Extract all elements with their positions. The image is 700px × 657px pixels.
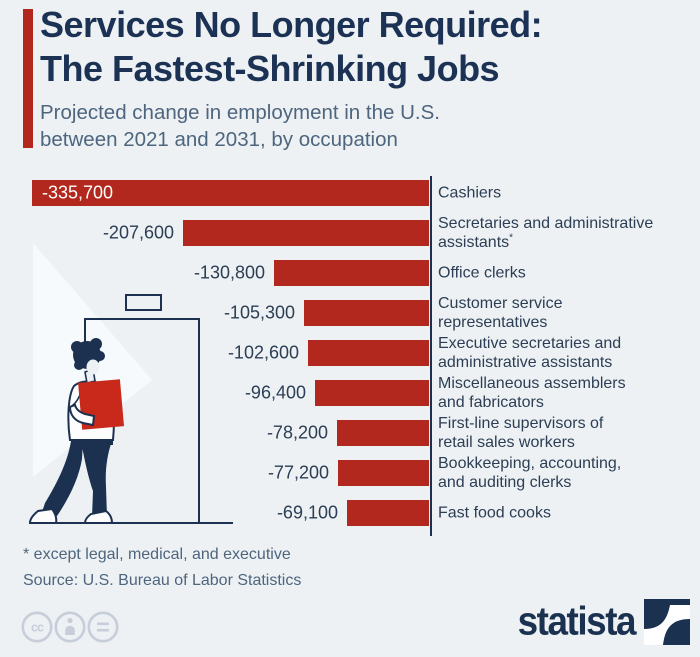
category-label-line: Office clerks bbox=[438, 264, 526, 282]
license-icons: cc bbox=[21, 611, 119, 643]
bar-chart: -335,700 Cashiers -207,600 Secretaries and … bbox=[32, 173, 692, 536]
category-label-line: Executive secretaries and bbox=[438, 335, 622, 352]
axis-baseline bbox=[430, 176, 432, 536]
person-face bbox=[86, 359, 100, 375]
bar bbox=[338, 460, 429, 486]
category-label-line: Bookkeeping, accounting, bbox=[438, 455, 622, 472]
bar bbox=[315, 380, 429, 406]
bar-value-label: -130,800 bbox=[193, 262, 265, 283]
person-back-shoe bbox=[28, 507, 58, 524]
category-label-line: Fast food cooks bbox=[438, 504, 551, 522]
category-label-line: retail sales workers bbox=[438, 434, 575, 451]
person-front-shoe bbox=[83, 509, 114, 524]
category-label-line: Cashiers bbox=[438, 184, 502, 202]
page-title: Services No Longer Required: The Fastest… bbox=[40, 3, 543, 91]
category-label: First-line supervisors of retail sales wo… bbox=[438, 414, 688, 452]
title-line-2: The Fastest-Shrinking Jobs bbox=[40, 48, 500, 89]
person-forearm bbox=[68, 403, 96, 427]
category-label-line: First-line supervisors of bbox=[438, 415, 604, 432]
category-label-line: representatives bbox=[438, 314, 548, 331]
category-label-line: assistants* bbox=[438, 232, 513, 251]
category-label-line: Secretaries and administrative bbox=[438, 215, 654, 232]
category-label-line: Miscellaneous assemblers bbox=[438, 375, 626, 392]
bar-value-label: -96,400 bbox=[244, 382, 306, 403]
category-label: Secretaries and administrative assistants… bbox=[438, 214, 688, 252]
category-label: Executive secretaries and administrative … bbox=[438, 334, 688, 372]
category-label-line: and fabricators bbox=[438, 394, 544, 411]
footer-notes: * except legal, medical, and executive S… bbox=[23, 542, 301, 594]
source-line: Source: U.S. Bureau of Labor Statistics bbox=[23, 572, 302, 589]
bar bbox=[337, 420, 429, 446]
no-derivatives-icon[interactable] bbox=[87, 611, 119, 643]
attribution-icon[interactable] bbox=[54, 611, 86, 643]
bar-area: -105,300 bbox=[32, 293, 429, 333]
bar bbox=[308, 340, 429, 366]
bar-row: -96,400 Miscellaneous assemblers and fabri… bbox=[32, 373, 692, 413]
statista-logo-mark bbox=[644, 599, 690, 645]
bar-area: -335,700 bbox=[32, 173, 429, 213]
title-accent-bar bbox=[23, 9, 33, 148]
exit-sign bbox=[125, 294, 162, 311]
bar-value-label: -335,700 bbox=[42, 182, 114, 203]
category-label: Customer service representatives bbox=[438, 294, 688, 332]
bar-area: -102,600 bbox=[32, 333, 429, 373]
category-label: Fast food cooks bbox=[438, 504, 688, 523]
title-line-1: Services No Longer Required: bbox=[40, 4, 543, 45]
person-front-leg bbox=[81, 441, 112, 517]
bar-row: -105,300 Customer service representatives bbox=[32, 293, 692, 333]
footnote-marker: * bbox=[509, 232, 513, 244]
statista-logo[interactable]: statista bbox=[514, 599, 690, 645]
svg-text:cc: cc bbox=[31, 621, 44, 635]
category-label: Cashiers bbox=[438, 184, 688, 203]
bar-value-label: -78,200 bbox=[266, 422, 328, 443]
bar-row: -130,800 Office clerks bbox=[32, 253, 692, 293]
bar-value-label: -77,200 bbox=[267, 462, 329, 483]
category-label: Bookkeeping, accounting, and auditing cle… bbox=[438, 454, 688, 492]
cc-license-icon[interactable]: cc bbox=[21, 611, 53, 643]
person-back-leg bbox=[42, 441, 83, 516]
bar-value-label: -69,100 bbox=[276, 502, 338, 523]
bar-area: -207,600 bbox=[32, 213, 429, 253]
bar-area: -77,200 bbox=[32, 453, 429, 493]
bar-value-label: -105,300 bbox=[223, 302, 295, 323]
subtitle-line-1: Projected change in employment in the U.… bbox=[40, 101, 440, 124]
bar-row: -102,600 Executive secretaries and adminis… bbox=[32, 333, 692, 373]
person bbox=[28, 338, 125, 524]
category-label: Office clerks bbox=[438, 264, 688, 283]
bar-area: -78,200 bbox=[32, 413, 429, 453]
bar bbox=[347, 500, 429, 526]
category-label: Miscellaneous assemblers and fabricators bbox=[438, 374, 688, 412]
category-label-line: and auditing clerks bbox=[438, 474, 572, 491]
category-label-line: Customer service bbox=[438, 295, 563, 312]
bar bbox=[183, 220, 429, 246]
page-subtitle: Projected change in employment in the U.… bbox=[40, 99, 440, 153]
bar-area: -130,800 bbox=[32, 253, 429, 293]
bar-value-label: -102,600 bbox=[227, 342, 299, 363]
bar bbox=[304, 300, 429, 326]
bar-row: -335,700 Cashiers bbox=[32, 173, 692, 213]
bar bbox=[274, 260, 429, 286]
bar-value-label: -207,600 bbox=[102, 222, 174, 243]
bar-row: -207,600 Secretaries and administrative as… bbox=[32, 213, 692, 253]
bar-row: -77,200 Bookkeeping, accounting, and audit… bbox=[32, 453, 692, 493]
subtitle-line-2: between 2021 and 2031, by occupation bbox=[40, 128, 398, 151]
bar-rows: -335,700 Cashiers -207,600 Secretaries and … bbox=[32, 173, 692, 533]
category-label-line: administrative assistants bbox=[438, 354, 613, 371]
footnote: * except legal, medical, and executive bbox=[23, 546, 291, 563]
bar-row: -78,200 First-line supervisors of retail s… bbox=[32, 413, 692, 453]
bar-area: -96,400 bbox=[32, 373, 429, 413]
bar-area: -69,100 bbox=[32, 493, 429, 533]
walking-person-illustration bbox=[28, 243, 233, 524]
statista-wordmark: statista bbox=[517, 599, 637, 644]
bar-row: -69,100 Fast food cooks bbox=[32, 493, 692, 533]
bar bbox=[32, 180, 429, 206]
